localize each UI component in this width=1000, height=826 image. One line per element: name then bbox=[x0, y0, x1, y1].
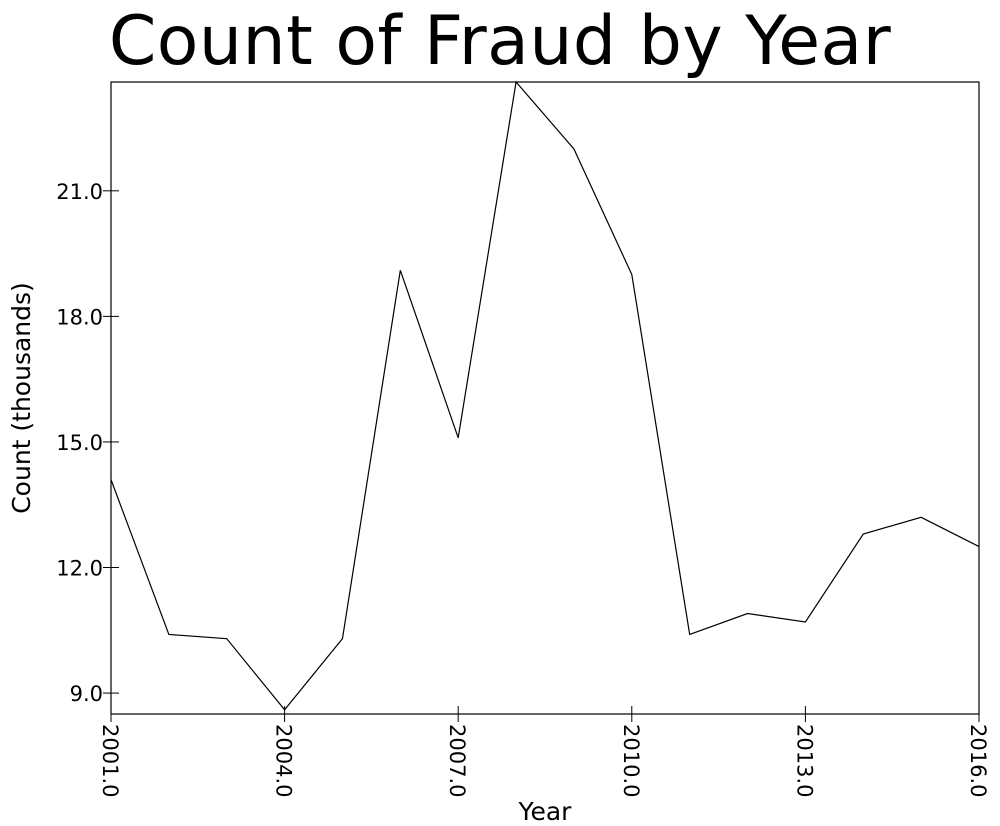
x-axis: 2001.0 2004.0 2007.0 2010.0 2013.0 2016.0 bbox=[98, 706, 990, 797]
y-tick-label: 12.0 bbox=[56, 557, 103, 581]
y-tick-label: 21.0 bbox=[56, 180, 103, 204]
y-axis: 9.0 12.0 15.0 18.0 21.0 bbox=[56, 180, 119, 706]
x-tick-label: 2001.0 bbox=[98, 724, 122, 797]
chart-title: Count of Fraud by Year bbox=[108, 2, 892, 81]
y-tick-label: 18.0 bbox=[56, 305, 103, 329]
series-line bbox=[110, 80, 980, 711]
x-tick-label: 2016.0 bbox=[966, 724, 990, 797]
plot-frame bbox=[110, 81, 980, 715]
x-tick-label: 2013.0 bbox=[792, 724, 816, 797]
y-tick-label: 15.0 bbox=[56, 431, 103, 455]
x-tick-label: 2004.0 bbox=[272, 724, 296, 797]
x-tick-label: 2010.0 bbox=[619, 724, 643, 797]
x-tick-label: 2007.0 bbox=[445, 724, 469, 797]
y-axis-label: Count (thousands) bbox=[7, 282, 36, 514]
x-axis-label: Year bbox=[518, 797, 573, 826]
y-tick-label: 9.0 bbox=[70, 682, 103, 706]
